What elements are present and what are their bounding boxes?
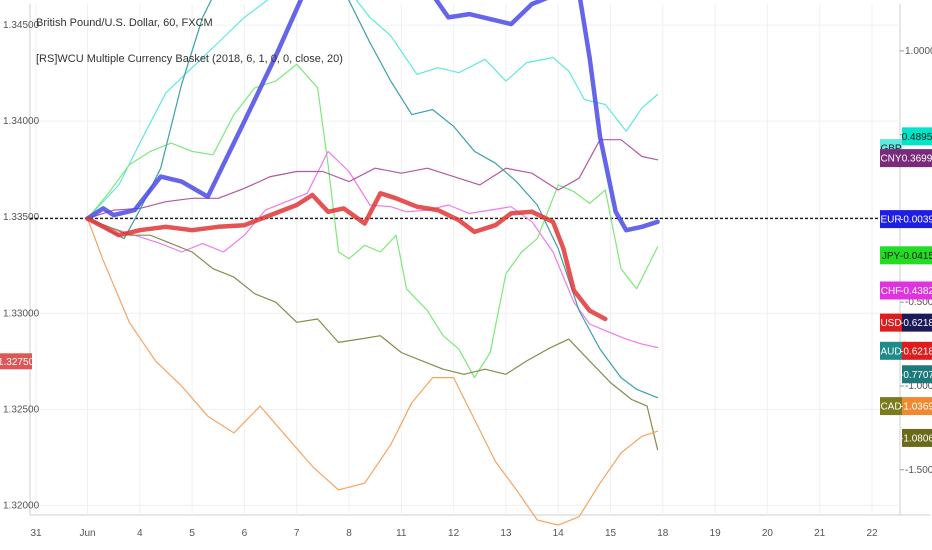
value-tag — [880, 149, 902, 168]
right-tick-label: -1.5000 — [905, 465, 932, 476]
value-tag — [902, 281, 932, 300]
value-tag — [902, 365, 932, 384]
series-line-cad — [86, 217, 659, 526]
x-tick-label: 14 — [553, 528, 565, 539]
chart-title: British Pound/U.S. Dollar, 60, FXCM — [36, 17, 213, 29]
value-tag-label: -0.6218 — [900, 318, 932, 329]
right-tick-label: -0.5000 — [905, 297, 932, 308]
value-tag — [902, 341, 932, 360]
x-tick-label: 7 — [294, 528, 300, 539]
value-tag-label: -0.6218 — [900, 346, 932, 357]
value-tag-label: 0.3699 — [902, 154, 932, 165]
value-tag — [902, 149, 932, 168]
series-line-gbp — [86, 0, 659, 220]
x-tick-label: 6 — [242, 528, 248, 539]
x-tick-label: Jun — [79, 528, 95, 539]
x-tick-label: 13 — [500, 528, 512, 539]
value-tag-label: GBP — [880, 144, 901, 155]
value-tag — [880, 313, 902, 332]
value-tag-label: USD — [880, 318, 901, 329]
value-tag — [880, 281, 902, 300]
value-tag-label: CHF — [881, 286, 902, 297]
value-tag — [880, 341, 902, 360]
x-tick-label: 12 — [448, 528, 460, 539]
indicator-label: [RS]WCU Multiple Currency Basket (2018, … — [36, 53, 343, 65]
value-tag — [902, 397, 932, 416]
left-tick-label: 1.33500 — [3, 212, 40, 223]
value-tag-label: AUD — [880, 346, 901, 357]
x-tick-label: 18 — [657, 528, 669, 539]
x-tick-label: 15 — [605, 528, 617, 539]
x-tick-label: 4 — [137, 528, 143, 539]
value-tag-label: -1.0806 — [900, 433, 932, 444]
series-line-jpy — [86, 63, 659, 379]
value-tag — [902, 246, 932, 265]
value-tag-label: -0.0415 — [900, 251, 932, 262]
right-tick-label: 1.0000 — [905, 46, 932, 57]
x-tick-label: 20 — [762, 528, 774, 539]
price-tag-label: 1.32750 — [0, 357, 35, 368]
value-tag-label: -0.4382 — [900, 286, 932, 297]
value-tag — [902, 210, 932, 229]
series-line-aud — [86, 0, 659, 399]
x-tick-label: 31 — [30, 528, 42, 539]
left-tick-label: 1.32000 — [3, 500, 40, 511]
value-tag-label: -0.7707 — [900, 370, 932, 381]
right-tick-label: -1.0000 — [905, 381, 932, 392]
x-tick-label: 11 — [396, 528, 407, 539]
series-line-eur — [85, 0, 660, 233]
value-tag-label: CNY — [880, 154, 901, 165]
series-line-cny — [86, 139, 659, 220]
value-tag — [880, 246, 902, 265]
value-tag — [902, 313, 932, 332]
value-tag — [880, 397, 902, 416]
x-tick-label: 8 — [346, 528, 352, 539]
left-tick-label: 1.34500 — [3, 20, 40, 31]
value-tag — [880, 210, 902, 229]
value-tag-label: -1.0369 — [900, 402, 932, 413]
x-tick-label: 5 — [189, 528, 195, 539]
x-tick-label: 19 — [710, 528, 722, 539]
left-tick-label: 1.33000 — [3, 308, 40, 319]
value-tag-label: JPY — [882, 251, 901, 262]
value-tag — [902, 127, 932, 146]
value-tag-label: 0.4895 — [902, 132, 932, 143]
price-tag — [0, 353, 32, 370]
series-line-nzd — [86, 217, 659, 451]
left-tick-label: 1.32500 — [3, 404, 40, 415]
x-tick-label: 21 — [814, 528, 826, 539]
x-tick-label: 22 — [866, 528, 878, 539]
value-tag-label: -0.0039 — [900, 215, 932, 226]
series-line-usd — [85, 191, 608, 322]
value-tag-label: CAD — [880, 402, 901, 413]
value-tag — [902, 428, 932, 447]
left-tick-label: 1.34000 — [3, 116, 40, 127]
value-tag-label: EUR — [880, 215, 901, 226]
